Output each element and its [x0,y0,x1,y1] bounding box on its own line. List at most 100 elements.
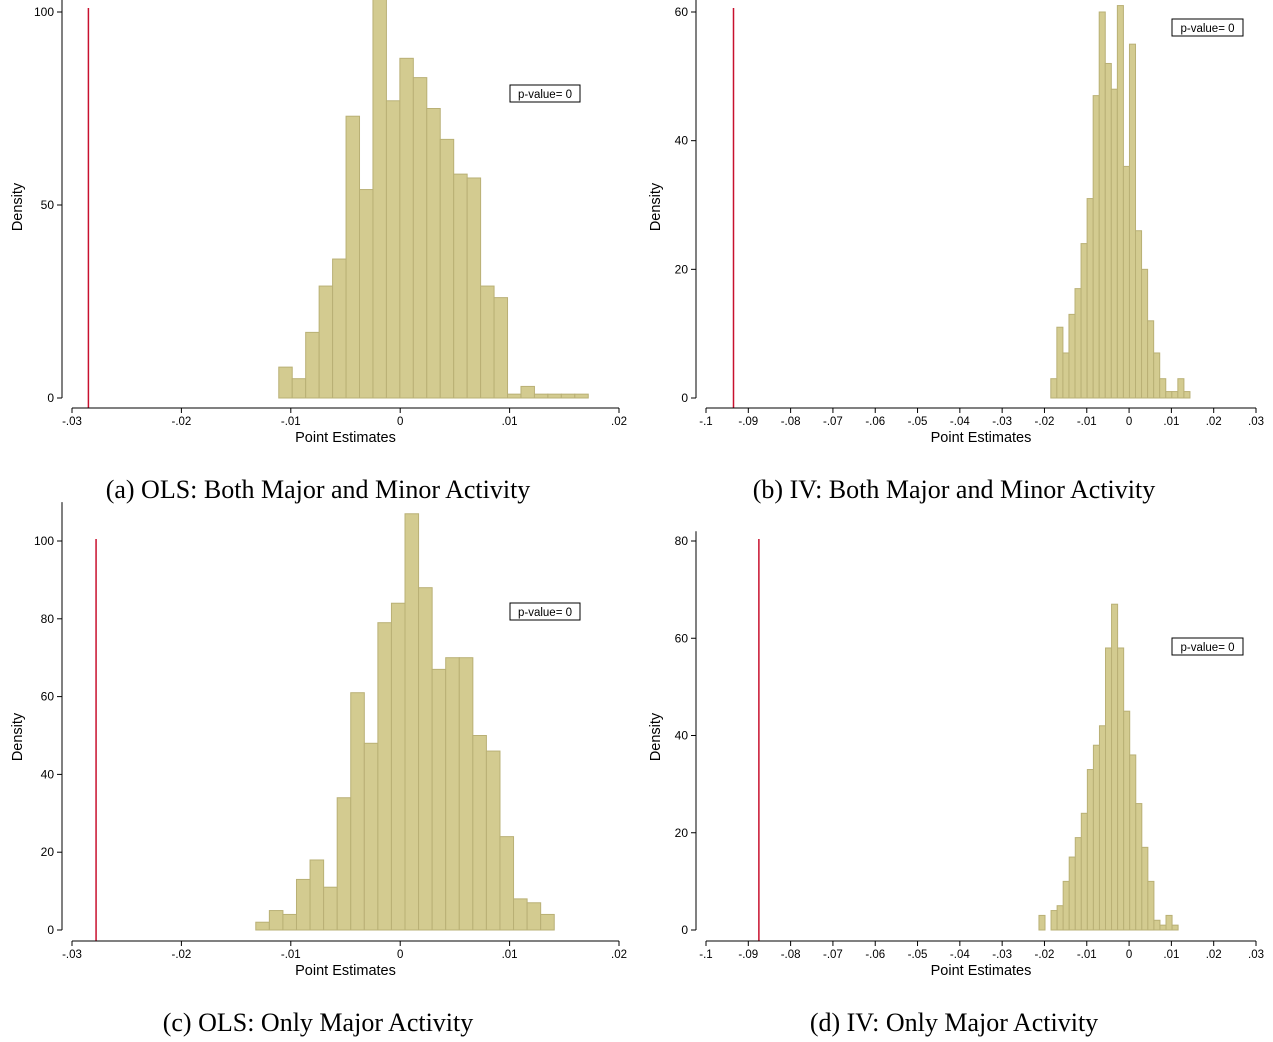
p-value-box [1171,18,1244,37]
histogram-bar [485,750,501,931]
histogram-bar [318,285,334,399]
x-axis-title: Point Estimates [295,430,396,446]
histogram-bar [1171,391,1179,399]
histogram-bar [1177,378,1185,399]
histogram-bar [1135,230,1143,399]
histogram-panel-d: 0 20 40 60 80 -.1 -.09 -.08 -.07 -.06 -.05 -.04 -.03… [648,531,1264,979]
x-tick-label: -.05 [908,949,928,961]
histogram-bar [1074,837,1082,931]
x-tick-label: -.01 [281,416,301,428]
histogram-bar [309,859,325,931]
histogram-bar [282,913,297,931]
histogram-bar [1111,603,1119,931]
histogram-bar [278,366,293,399]
p-value-box [1171,637,1244,656]
histogram-bar [540,913,555,931]
histogram-bar [493,297,509,399]
histogram-bar [372,0,387,399]
histogram-bar [526,902,542,931]
histogram-bar [1062,880,1070,931]
histogram-bar [431,668,447,931]
y-tick-label: 100 [34,534,54,548]
histogram-bar [1080,243,1088,399]
histogram-bar [499,836,515,931]
histogram-bar [507,393,522,399]
histogram-bar [385,100,401,399]
x-tick-label: -.07 [823,416,843,428]
histogram-bar [480,285,495,399]
y-tick-label: 0 [47,391,54,405]
histogram-bar [1116,5,1124,399]
y-axis-title: Density [648,182,664,231]
x-tick-label: .02 [1206,416,1222,428]
y-tick-label: 40 [675,134,689,148]
histogram-bar [332,258,347,399]
x-tick-label: -.08 [781,949,801,961]
histogram-bar [1117,647,1125,931]
histogram-bar [1068,856,1076,931]
histogram-bar [1098,725,1107,931]
histogram-bar [1074,288,1082,399]
y-tick-label: 0 [681,923,688,937]
histogram-bar [1110,88,1118,399]
histogram-bar [1165,914,1173,931]
p-value-box [509,84,581,103]
histogram-bar [1141,268,1149,399]
p-value-box [509,602,581,621]
x-tick-label: .01 [1163,416,1179,428]
histogram-bar [1128,43,1137,399]
x-tick-label: .02 [611,416,627,428]
histogram-bar [1086,769,1094,931]
histogram-bar [1098,11,1106,399]
histogram-bar [399,57,414,399]
x-tick-label: .02 [1206,949,1222,961]
histogram-bar [445,657,460,931]
x-tick-label: -.1 [699,416,712,428]
histogram-bar [1147,320,1155,399]
x-tick-label: -.07 [823,949,843,961]
histogram-bar [359,189,374,399]
histogram-bar [1050,378,1058,399]
histogram-bar [1123,710,1131,931]
x-tick-label: .01 [502,949,518,961]
histogram-bar [268,910,284,931]
x-axis-title: Point Estimates [295,963,396,979]
y-tick-label: 0 [47,923,54,937]
histogram-bar [418,587,433,931]
histogram-bar [1122,165,1130,399]
histogram-bar [1153,919,1161,931]
histogram-bar [547,393,562,399]
caption-panel-b: (b) IV: Both Major and Minor Activity [752,475,1156,504]
histogram-bar [472,735,487,931]
histogram-bar [1135,803,1143,931]
y-axis-title: Density [10,712,26,761]
y-tick-label: 60 [675,631,689,645]
histogram-bar [1092,95,1100,399]
histogram-bar [1086,198,1094,399]
histogram-bar [513,898,528,931]
histogram-bar [574,393,589,399]
x-tick-label: -.04 [950,949,970,961]
p-value-label: p-value= 0 [1180,642,1234,654]
histogram-bar [1104,62,1112,399]
histogram-bar [255,921,270,931]
histogram-bar [377,622,392,931]
x-axis-title: Point Estimates [931,430,1032,446]
y-tick-label: 20 [41,845,55,859]
histogram-bar [520,385,535,399]
histogram-bar [1129,754,1137,931]
x-tick-label: -.03 [992,416,1012,428]
histogram-bar [560,393,576,399]
histogram-bar [350,692,365,931]
histogram-panel-a: 0 50 100 -.03 -.02 -.01 0 .01 .02 Point Estimates… [10,0,627,446]
x-tick-label: -.08 [781,416,801,428]
x-tick-label: 0 [397,949,403,961]
x-tick-label: -.01 [281,949,301,961]
histogram-bar [426,108,441,399]
histogram-bar [404,513,420,931]
y-axis-title: Density [648,712,664,761]
x-tick-label: -.09 [738,416,758,428]
histogram-bar [1183,391,1191,399]
histogram-bar [1068,313,1076,399]
y-axis-title: Density [10,182,26,231]
